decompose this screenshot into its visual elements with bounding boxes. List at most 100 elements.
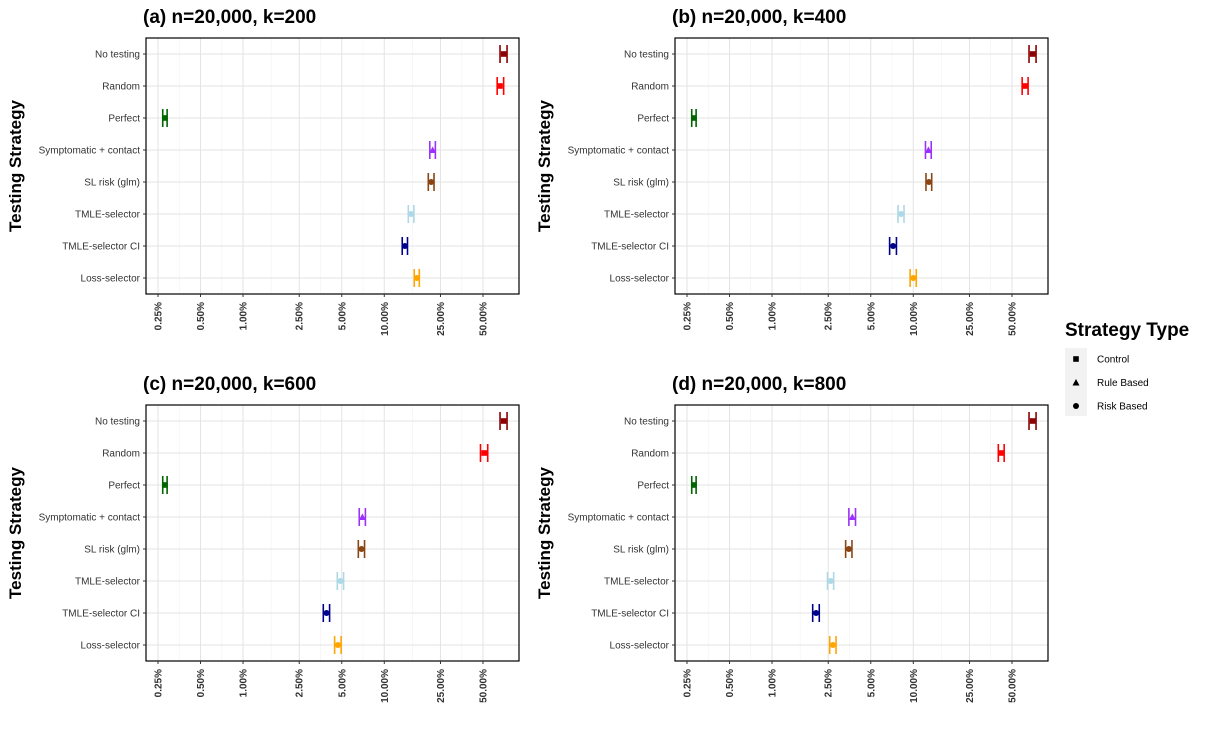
y-tick-label: Loss-selector <box>610 274 670 285</box>
y-tick-label: SL risk (glm) <box>84 545 140 556</box>
panel-b: (b) n=20,000, k=400 Testing Strategy No te… <box>535 7 1049 336</box>
y-tick-label: Perfect <box>108 481 140 492</box>
y-tick-label: Random <box>631 82 669 93</box>
x-tick-label: 1.00% <box>239 669 250 697</box>
y-tick-label: No testing <box>624 417 669 428</box>
panel-border <box>145 37 520 295</box>
y-tick-label: TMLE-selector CI <box>591 242 669 253</box>
data-point <box>162 482 168 488</box>
x-tick-label: 10.00% <box>909 669 920 703</box>
panel-border <box>674 404 1049 662</box>
panel-title: (a) n=20,000, k=200 <box>143 7 316 28</box>
x-tick-label: 0.50% <box>725 302 736 330</box>
data-point <box>925 179 932 185</box>
panel-border <box>145 404 520 662</box>
x-tick-label: 2.50% <box>295 302 306 330</box>
x-tick-label: 5.00% <box>337 302 348 330</box>
data-point <box>691 482 697 488</box>
panel-border <box>674 37 1049 295</box>
y-tick-label: No testing <box>95 417 140 428</box>
x-tick-label: 0.25% <box>154 302 165 330</box>
x-tick-label: 1.00% <box>239 302 250 330</box>
y-tick-label: SL risk (glm) <box>613 545 669 556</box>
legend-label: Risk Based <box>1097 402 1148 413</box>
y-tick-label: Random <box>631 449 669 460</box>
y-tick-label: Perfect <box>108 114 140 125</box>
x-tick-label: 5.00% <box>866 669 877 697</box>
data-point <box>358 546 365 552</box>
x-tick-label: 0.50% <box>196 302 207 330</box>
legend-label: Rule Based <box>1097 378 1149 389</box>
data-point <box>998 450 1005 456</box>
x-tick-label: 2.50% <box>824 302 835 330</box>
y-tick-label: Perfect <box>637 481 669 492</box>
data-point <box>500 418 507 424</box>
y-axis-label: Testing Strategy <box>535 466 554 598</box>
x-tick-label: 0.50% <box>725 669 736 697</box>
panel-c: (c) n=20,000, k=600 Testing Strategy No te… <box>6 374 520 703</box>
data-point <box>429 146 437 153</box>
data-point <box>408 211 415 217</box>
x-tick-label: 5.00% <box>866 302 877 330</box>
x-tick-label: 25.00% <box>965 302 976 336</box>
x-tick-label: 0.25% <box>154 669 165 697</box>
data-point <box>1022 83 1028 89</box>
legend-triangle-icon <box>1072 379 1080 386</box>
x-tick-label: 1.00% <box>768 302 779 330</box>
data-point <box>827 578 834 584</box>
x-tick-label: 25.00% <box>436 669 447 703</box>
data-point <box>358 513 366 520</box>
x-tick-label: 2.50% <box>295 669 306 697</box>
data-point <box>829 642 836 648</box>
data-point <box>691 115 697 121</box>
y-tick-label: TMLE-selector CI <box>591 609 669 620</box>
legend-title: Strategy Type <box>1065 320 1189 341</box>
legend-square-icon <box>1073 356 1079 362</box>
x-tick-label: 10.00% <box>380 302 391 336</box>
x-tick-label: 5.00% <box>337 669 348 697</box>
x-tick-label: 50.00% <box>1008 669 1019 703</box>
data-point <box>413 275 420 281</box>
legend-label: Control <box>1097 355 1129 366</box>
x-tick-label: 25.00% <box>965 669 976 703</box>
x-tick-label: 50.00% <box>479 669 490 703</box>
panel-title: (c) n=20,000, k=600 <box>143 374 316 395</box>
legend-circle-icon <box>1073 403 1079 409</box>
panel-a: (a) n=20,000, k=200 Testing Strategy No te… <box>6 7 520 336</box>
y-tick-label: Symptomatic + contact <box>568 513 670 524</box>
data-point <box>428 179 435 185</box>
data-point <box>401 243 408 249</box>
y-tick-label: Symptomatic + contact <box>568 146 670 157</box>
data-point <box>337 578 344 584</box>
x-tick-label: 50.00% <box>479 302 490 336</box>
data-point <box>162 115 168 121</box>
x-tick-label: 10.00% <box>380 669 391 703</box>
y-tick-label: Symptomatic + contact <box>39 146 141 157</box>
y-tick-label: SL risk (glm) <box>84 178 140 189</box>
y-axis-label: Testing Strategy <box>6 99 25 231</box>
panel-d: (d) n=20,000, k=800 Testing Strategy No te… <box>535 374 1049 703</box>
data-point <box>1029 51 1036 57</box>
data-point <box>848 513 856 520</box>
y-tick-label: TMLE-selector CI <box>62 242 140 253</box>
x-tick-label: 10.00% <box>909 302 920 336</box>
y-tick-label: Perfect <box>637 114 669 125</box>
data-point <box>500 51 507 57</box>
x-tick-label: 2.50% <box>824 669 835 697</box>
data-point <box>813 610 820 616</box>
legend: Strategy Type Control Rule Based Risk Based <box>1065 320 1189 416</box>
y-tick-label: TMLE-selector <box>75 577 141 588</box>
x-tick-label: 0.25% <box>683 302 694 330</box>
y-tick-label: Loss-selector <box>81 641 141 652</box>
y-tick-label: TMLE-selector <box>75 210 141 221</box>
panel-title: (b) n=20,000, k=400 <box>672 7 846 28</box>
data-point <box>898 211 905 217</box>
data-point <box>1029 418 1036 424</box>
y-axis-label: Testing Strategy <box>535 99 554 231</box>
y-tick-label: Random <box>102 449 140 460</box>
panel-title: (d) n=20,000, k=800 <box>672 374 846 395</box>
y-tick-label: TMLE-selector CI <box>62 609 140 620</box>
y-tick-label: TMLE-selector <box>604 210 670 221</box>
y-axis-label: Testing Strategy <box>6 466 25 598</box>
